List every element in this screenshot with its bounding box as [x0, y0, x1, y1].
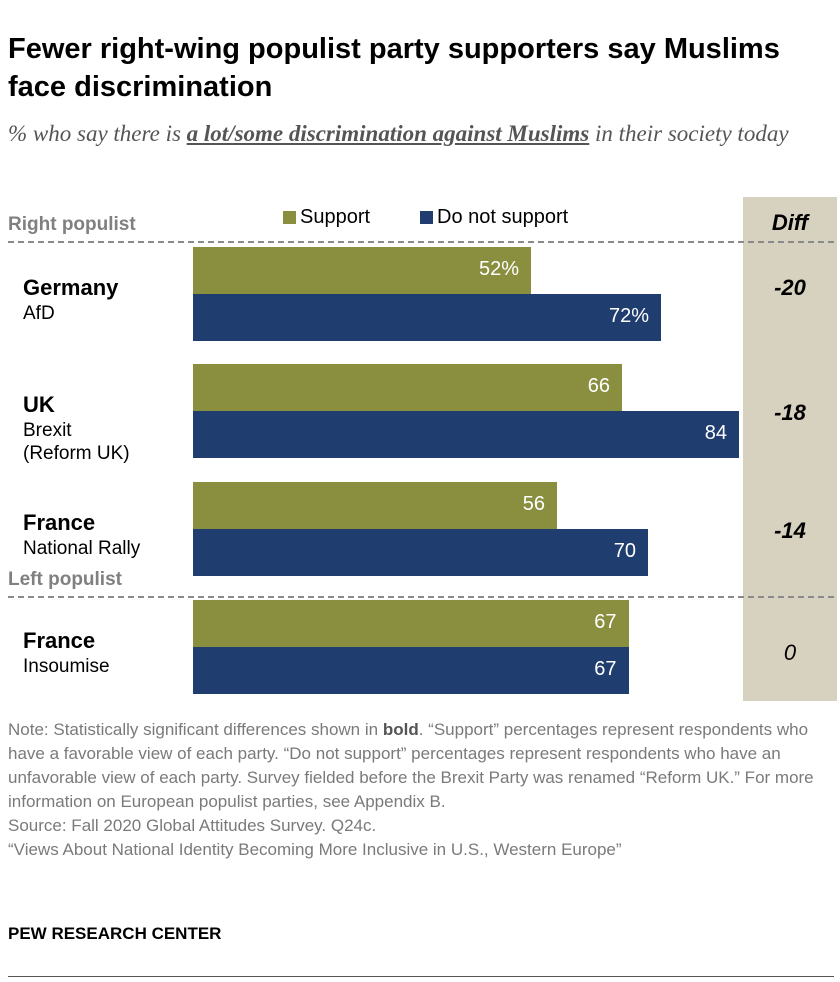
note-bold: bold: [382, 720, 419, 739]
chart-subtitle: % who say there is a lot/some discrimina…: [8, 118, 828, 149]
party-label: AfD: [23, 302, 55, 325]
party-line: Brexit: [23, 420, 72, 441]
diff-value: -18: [774, 400, 806, 425]
chart-notes: Note: Statistically significant differen…: [8, 718, 838, 862]
pew-logo: PEW RESEARCH CENTER: [8, 924, 222, 943]
bar-value-label: 67: [594, 611, 617, 633]
group-label-right: Right populist: [8, 214, 136, 235]
diff-value: 0: [783, 640, 797, 665]
diff-header: Diff: [771, 210, 809, 235]
note-text: . “Support” percentages represent respon…: [8, 720, 814, 811]
note: Note: Statistically significant differen…: [8, 718, 838, 814]
country-label: France: [23, 510, 96, 535]
bar-support: 66: [193, 364, 622, 411]
diff-value: -14: [774, 518, 806, 543]
party-line: AfD: [23, 303, 55, 324]
bar-value-label: 52%: [478, 258, 519, 280]
country-label: Germany: [23, 275, 119, 300]
diff-column: [743, 197, 837, 701]
chart-title: Fewer right-wing populist party supporte…: [8, 33, 780, 103]
bar-not-support: 72%: [193, 294, 661, 341]
party-label: Brexit (Reform UK): [23, 419, 130, 465]
party-label: Insoumise: [23, 655, 110, 678]
bar-not-support: 70: [193, 529, 648, 576]
party-line: National Rally: [23, 538, 141, 559]
bottom-rule: [8, 976, 834, 977]
country-label: UK: [23, 392, 55, 417]
bar-not-support: 67: [193, 647, 629, 694]
legend-label: Do not support: [437, 206, 569, 228]
divider: [8, 241, 834, 243]
party-line: Insoumise: [23, 656, 110, 677]
bar-value-label: 84: [704, 422, 727, 444]
bar-not-support: 84: [193, 411, 739, 458]
bar-support: 67: [193, 600, 629, 647]
source: Source: Fall 2020 Global Attitudes Surve…: [8, 816, 377, 835]
subtitle-post: in their society today: [589, 121, 789, 146]
bar-support: 52%: [193, 247, 531, 294]
group-label-left: Left populist: [8, 569, 122, 590]
party-line: (Reform UK): [23, 443, 130, 464]
note-text: Note: Statistically significant differen…: [8, 720, 383, 739]
bar-value-label: 70: [613, 540, 636, 562]
legend-not-support: Do not support: [420, 206, 568, 229]
bar-value-label: 67: [594, 658, 617, 680]
bar-value-label: 66: [587, 375, 610, 397]
legend-support: Support: [283, 206, 370, 229]
legend-swatch-not-support: [420, 211, 433, 224]
party-label: National Rally: [23, 537, 140, 560]
divider: [8, 596, 834, 598]
legend-swatch-support: [283, 211, 296, 224]
bar-value-label: 56: [522, 493, 545, 515]
report-title: “Views About National Identity Becoming …: [8, 840, 622, 859]
subtitle-pre: % who say there is: [8, 121, 187, 146]
country-label: France: [23, 628, 96, 653]
legend-label: Support: [300, 206, 371, 228]
bar-support: 56: [193, 482, 557, 529]
subtitle-emphasis: a lot/some discrimination against Muslim…: [186, 121, 590, 146]
bar-value-label: 72%: [608, 305, 649, 327]
diff-value: -20: [774, 275, 806, 300]
